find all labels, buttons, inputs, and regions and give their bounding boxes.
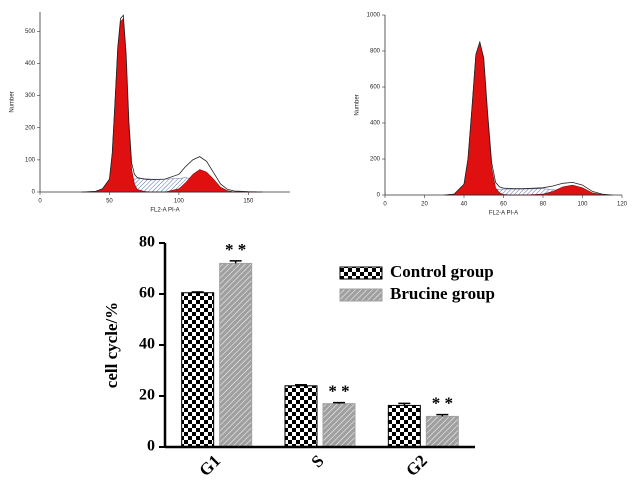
x-tick-label: 20 bbox=[421, 202, 428, 208]
significance-label: * * bbox=[432, 394, 453, 413]
x-tick-label: 150 bbox=[243, 199, 254, 205]
significance-label: * * bbox=[225, 240, 246, 259]
legend-swatch bbox=[339, 288, 383, 302]
x-tick-label: 100 bbox=[174, 199, 185, 205]
y-tick-label: 200 bbox=[25, 125, 36, 131]
y-axis-label: Number bbox=[10, 91, 16, 112]
x-axis-label: FL2-A PI-A bbox=[489, 211, 518, 217]
x-tick-label: 0 bbox=[38, 199, 42, 205]
y-tick-label: 1000 bbox=[367, 13, 381, 19]
y-tick-label: 80 bbox=[139, 234, 155, 251]
y-axis-label: Number bbox=[355, 94, 361, 115]
x-tick-label: 80 bbox=[540, 202, 547, 208]
bar bbox=[219, 262, 253, 448]
y-axis-label: cell cycle/% bbox=[102, 302, 121, 388]
y-tick-label: 40 bbox=[139, 336, 155, 353]
x-axis-label: FL2-A PI-A bbox=[150, 208, 179, 214]
legend-label: Brucine group bbox=[390, 284, 495, 303]
histogram-curve bbox=[444, 41, 613, 196]
y-tick-label: 400 bbox=[370, 121, 381, 127]
x-tick-label: 60 bbox=[500, 202, 507, 208]
legend-label: Control group bbox=[390, 262, 494, 281]
y-tick-label: 200 bbox=[370, 157, 381, 163]
histogram-curve bbox=[81, 17, 263, 193]
y-tick-label: 0 bbox=[377, 193, 381, 199]
legend-swatch bbox=[339, 266, 383, 280]
bar bbox=[181, 292, 215, 448]
y-tick-label: 500 bbox=[25, 29, 36, 35]
x-tick-label: 40 bbox=[461, 202, 468, 208]
bar bbox=[387, 404, 421, 448]
histogram-curve bbox=[444, 40, 613, 196]
y-tick-label: 600 bbox=[370, 85, 381, 91]
significance-label: * * bbox=[328, 382, 349, 401]
x-tick-label: 120 bbox=[617, 202, 628, 208]
y-tick-label: 300 bbox=[25, 93, 36, 99]
x-tick-label: 100 bbox=[577, 202, 588, 208]
x-tick-label: 0 bbox=[383, 202, 387, 208]
y-tick-label: 60 bbox=[139, 285, 155, 302]
histogram-curve bbox=[81, 14, 263, 193]
y-tick-label: 800 bbox=[370, 49, 381, 55]
bar bbox=[322, 403, 356, 448]
bar bbox=[284, 385, 318, 448]
bar bbox=[425, 415, 459, 448]
y-tick-label: 20 bbox=[139, 387, 155, 404]
x-tick-label: G1 bbox=[195, 451, 224, 480]
x-tick-label: 50 bbox=[106, 199, 113, 205]
x-tick-label: G2 bbox=[402, 451, 431, 480]
y-tick-label: 0 bbox=[147, 438, 155, 455]
y-tick-label: 100 bbox=[25, 157, 36, 163]
y-tick-label: 0 bbox=[32, 190, 36, 196]
y-tick-label: 400 bbox=[25, 61, 36, 67]
x-tick-label: S bbox=[307, 451, 327, 471]
